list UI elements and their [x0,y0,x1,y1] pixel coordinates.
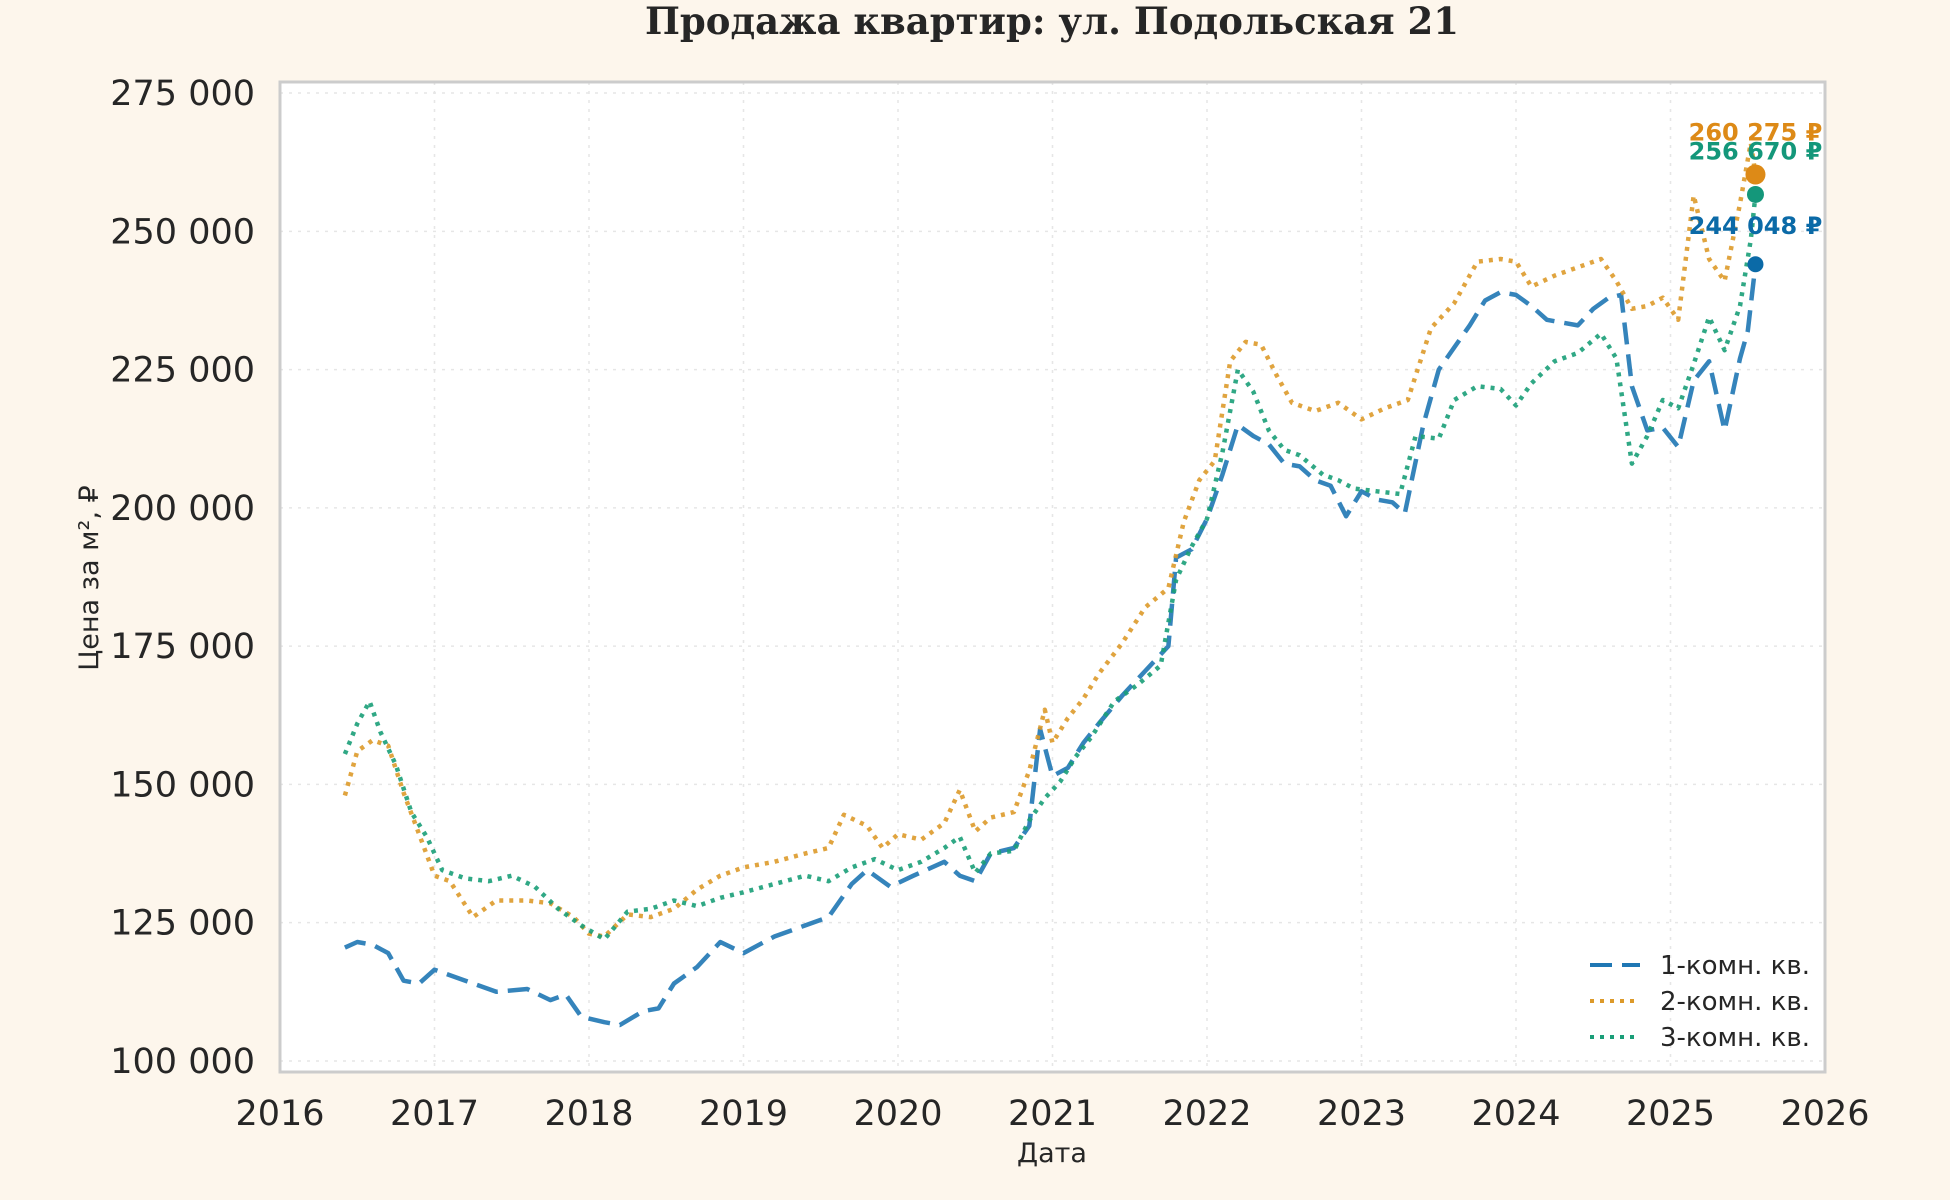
y-tick-label: 125 000 [110,904,255,944]
end-value-label: 244 048 ₽ [1689,212,1823,240]
legend-label-1-room: 1-комн. кв. [1660,951,1810,981]
y-tick-label: 100 000 [110,1042,255,1082]
x-tick-label: 2023 [1317,1094,1406,1134]
end-marker [1745,164,1766,185]
end-value-label: 256 670 ₽ [1689,137,1823,165]
end-marker [1746,185,1764,203]
y-tick-label: 200 000 [110,489,255,529]
end-value-label: 260 275 ₽ [1689,119,1823,147]
y-tick-label: 175 000 [110,627,255,667]
x-axis-label: Дата [1017,1138,1087,1169]
x-tick-label: 2026 [1780,1094,1869,1134]
y-axis-label: Цена за м², ₽ [74,485,105,670]
legend-label-2-room: 2-комн. кв. [1660,987,1810,1017]
end-markers: 260 275 ₽256 670 ₽ 244 048 ₽ [1689,119,1823,273]
series-line-1-room [343,263,1758,1028]
x-tick-label: 2022 [1162,1094,1251,1134]
end-marker [1747,256,1764,273]
y-axis-ticks: 100 000 125 000 150 000 175 000 200 000 225 0… [110,74,255,1082]
x-tick-label: 2016 [235,1094,324,1134]
x-tick-label: 2018 [544,1094,633,1134]
y-tick-label: 225 000 [110,351,255,391]
y-tick-label: 150 000 [110,765,255,805]
x-axis-ticks: 2016 2017 2018 2019 2020 2021 2022 2023 2024 2025… [235,1094,1869,1134]
legend-label-3-room: 3-комн. кв. [1660,1023,1810,1053]
legend: 1-комн. кв. 2-комн. кв. 3-комн. кв. [1590,951,1810,1053]
y-tick-label: 250 000 [110,212,255,252]
chart-title: Продажа квартир: ул. Подольская 21 [645,0,1459,43]
y-tick-label: 275 000 [110,74,255,114]
x-tick-label: 2020 [853,1094,942,1134]
x-tick-label: 2019 [699,1094,788,1134]
x-tick-label: 2017 [390,1094,479,1134]
plot-frame [278,80,1827,1074]
x-tick-label: 2024 [1471,1094,1560,1134]
series-lines [342,140,1758,1028]
x-tick-label: 2021 [1008,1094,1097,1134]
x-tick-label: 2025 [1626,1094,1715,1134]
